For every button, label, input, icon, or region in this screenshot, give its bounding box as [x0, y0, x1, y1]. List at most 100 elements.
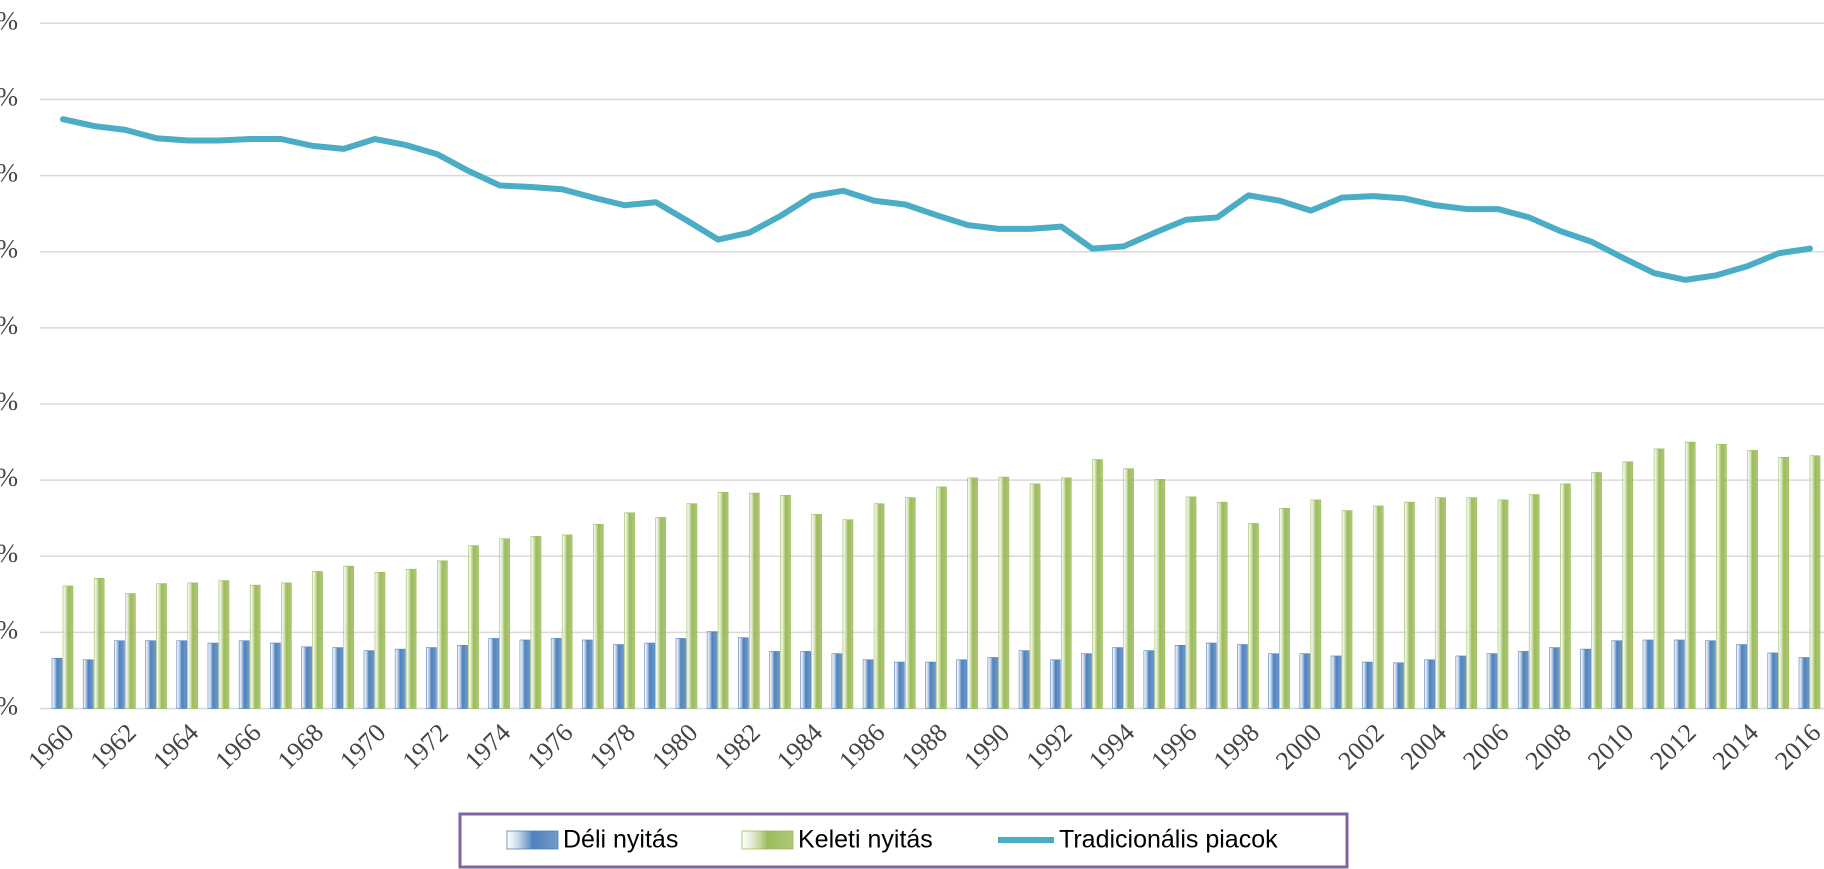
- bar: [1248, 523, 1259, 709]
- x-tick-label: 1974: [459, 718, 516, 775]
- y-tick-label: 40%: [0, 387, 18, 416]
- bar: [1404, 501, 1415, 709]
- bar: [1154, 479, 1166, 709]
- bar: [238, 640, 250, 709]
- bar: [593, 523, 604, 709]
- bar: [1372, 505, 1384, 709]
- legend-label: Keleti nyitás: [798, 826, 933, 854]
- bar: [530, 536, 542, 709]
- bar: [1424, 659, 1435, 709]
- x-tick-label: 1980: [646, 718, 703, 775]
- bar: [749, 492, 760, 709]
- x-tick-label: 1994: [1083, 718, 1140, 775]
- bar: [1060, 477, 1072, 709]
- x-tick-label: 1960: [22, 718, 79, 775]
- bar: [675, 638, 687, 709]
- bar: [1455, 655, 1467, 709]
- bar: [1029, 483, 1041, 709]
- bar: [780, 495, 791, 709]
- bar: [1642, 639, 1654, 709]
- bar: [281, 582, 292, 709]
- x-tick-label: 2000: [1270, 718, 1327, 775]
- x-tick-label: 2010: [1582, 718, 1639, 775]
- bar: [644, 642, 656, 709]
- bar: [1174, 645, 1186, 709]
- bar: [738, 637, 749, 709]
- bar: [655, 517, 667, 709]
- bar: [1268, 653, 1279, 709]
- x-tick-label: 1964: [147, 718, 204, 775]
- bar: [1684, 441, 1696, 709]
- bar: [1185, 496, 1197, 709]
- bar: [374, 571, 386, 709]
- legend-label: Tradicionális piacok: [1059, 826, 1278, 854]
- bar: [312, 571, 323, 709]
- bar: [1778, 456, 1790, 709]
- bar: [956, 659, 967, 709]
- bar: [343, 565, 355, 709]
- y-tick-label: 30%: [0, 463, 18, 492]
- bar: [925, 661, 936, 709]
- bar: [51, 657, 63, 709]
- bar: [998, 476, 1010, 709]
- bar: [873, 503, 885, 709]
- bar: [301, 646, 312, 709]
- bar: [82, 659, 94, 709]
- bar: [426, 647, 437, 709]
- x-tick-label: 2012: [1644, 718, 1701, 775]
- bar: [1549, 647, 1560, 709]
- x-tick-label: 2014: [1707, 718, 1764, 775]
- bar: [717, 491, 729, 709]
- bar: [1466, 497, 1478, 709]
- x-tick-label: 2016: [1769, 718, 1824, 775]
- bar: [582, 639, 593, 709]
- y-tick-label: 10%: [0, 615, 18, 644]
- bar: [1310, 499, 1322, 709]
- bar: [1018, 650, 1030, 709]
- bar: [499, 538, 511, 709]
- bar: [125, 593, 136, 709]
- y-tick-label: 90%: [0, 6, 18, 35]
- x-tick-label: 1992: [1020, 718, 1077, 775]
- bar: [62, 585, 74, 709]
- bar: [207, 642, 219, 709]
- bar: [686, 503, 698, 709]
- bar: [93, 578, 105, 709]
- bar: [905, 497, 916, 709]
- bar: [187, 582, 199, 709]
- x-tick-label: 1990: [958, 718, 1015, 775]
- bar: [394, 648, 406, 709]
- bar: [1622, 461, 1634, 709]
- bar: [468, 545, 479, 709]
- x-tick-label: 2008: [1520, 718, 1577, 775]
- bar: [1705, 640, 1716, 709]
- bar: [613, 644, 624, 709]
- x-tick-label: 1986: [833, 718, 890, 775]
- legend-swatch: [506, 830, 559, 850]
- x-tick-label: 1982: [709, 718, 766, 775]
- bar: [1361, 661, 1373, 709]
- y-tick-label: 0%: [0, 691, 18, 720]
- bar: [457, 645, 468, 709]
- x-tick-label: 1962: [85, 718, 142, 775]
- bar: [800, 651, 812, 709]
- bar: [1486, 653, 1498, 709]
- bar: [769, 651, 780, 709]
- x-tick-label: 1996: [1145, 718, 1202, 775]
- bar: [1809, 455, 1821, 709]
- legend-label: Déli nyitás: [563, 826, 678, 854]
- bar: [405, 568, 417, 709]
- bar: [987, 657, 999, 709]
- y-tick-label: 20%: [0, 539, 18, 568]
- bar: [176, 640, 188, 709]
- bar: [1798, 657, 1810, 709]
- x-tick-label: 2002: [1332, 718, 1389, 775]
- bar: [842, 519, 854, 709]
- bar: [1205, 642, 1217, 709]
- x-tick-label: 1976: [521, 718, 578, 775]
- x-tick-label: 1972: [397, 718, 454, 775]
- bar: [1716, 444, 1727, 709]
- x-tick-label: 1998: [1208, 718, 1265, 775]
